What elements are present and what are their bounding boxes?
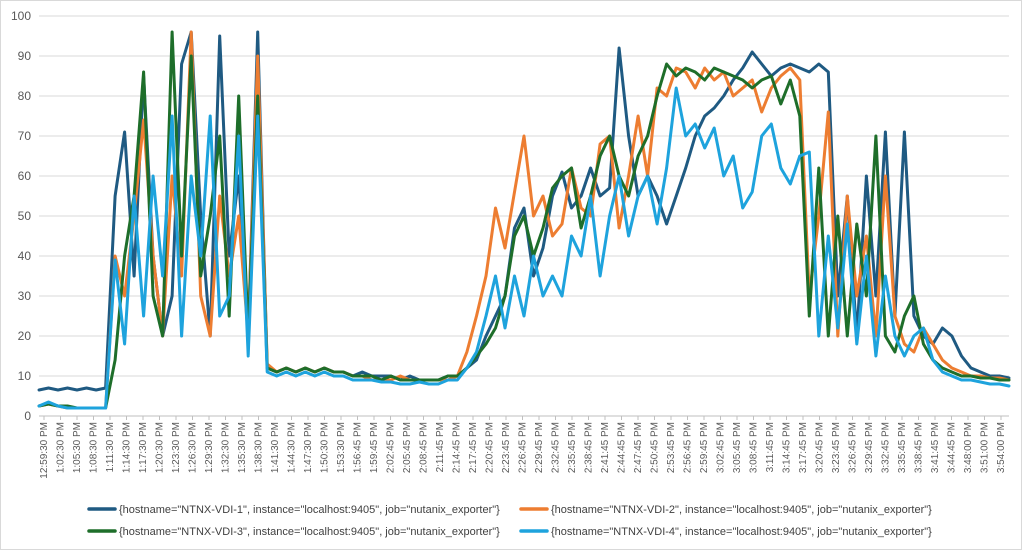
- y-tick-label: 10: [18, 369, 32, 383]
- y-tick-label: 50: [18, 209, 32, 223]
- y-tick-label: 0: [24, 409, 31, 423]
- legend-label-3: {hostname="NTNX-VDI-3", instance="localh…: [119, 526, 500, 538]
- series-line-3: [37, 30, 1011, 410]
- x-tick-label: 1:29:30 PM: [204, 422, 215, 473]
- x-tick-label: 1:17:30 PM: [138, 422, 149, 473]
- x-tick-label: 1:44:30 PM: [287, 422, 298, 473]
- x-tick-label: 2:14:45 PM: [452, 422, 463, 473]
- y-tick-label: 30: [18, 289, 32, 303]
- x-tick-label: 1:02:30 PM: [56, 422, 67, 473]
- legend-label-1: {hostname="NTNX-VDI-1", instance="localh…: [119, 504, 500, 516]
- y-tick-label: 20: [18, 329, 32, 343]
- x-tick-label: 3:29:45 PM: [864, 422, 875, 473]
- x-tick-label: 1:56:45 PM: [353, 422, 364, 473]
- y-tick-label: 100: [11, 9, 31, 23]
- x-tick-label: 3:51:00 PM: [980, 422, 991, 473]
- x-tick-label: 1:38:30 PM: [254, 422, 265, 473]
- x-tick-label: 2:59:45 PM: [699, 422, 710, 473]
- x-tick-label: 2:41:45 PM: [600, 422, 611, 473]
- x-tick-label: 3:11:45 PM: [765, 422, 776, 472]
- x-tick-label: 1:47:30 PM: [303, 422, 314, 473]
- legend: {hostname="NTNX-VDI-1", instance="localh…: [87, 504, 932, 538]
- x-tick-label: 1:08:30 PM: [89, 422, 100, 473]
- x-tick-label: 2:38:45 PM: [584, 422, 595, 473]
- x-tick-label: 2:53:45 PM: [666, 422, 677, 473]
- x-axis-ticks: 12:59:30 PM 1:02:30 PM 1:05:30 PM 1:08:30 P…: [39, 416, 1007, 479]
- x-tick-label: 2:05:45 PM: [402, 422, 413, 473]
- x-tick-label: 3:54:00 PM: [996, 422, 1007, 473]
- x-tick-label: 3:26:45 PM: [848, 422, 859, 473]
- y-tick-label: 90: [18, 49, 32, 63]
- x-tick-label: 2:17:45 PM: [468, 422, 479, 473]
- x-tick-label: 2:08:45 PM: [419, 422, 430, 473]
- x-tick-label: 2:56:45 PM: [683, 422, 694, 473]
- x-tick-label: 2:23:45 PM: [501, 422, 512, 473]
- x-tick-label: 1:26:30 PM: [188, 422, 199, 473]
- x-tick-label: 3:14:45 PM: [782, 422, 793, 473]
- x-tick-label: 1:20:30 PM: [155, 422, 166, 473]
- x-tick-label: 3:44:45 PM: [947, 422, 958, 473]
- x-tick-label: 3:48:00 PM: [963, 422, 974, 473]
- series-lines: [37, 30, 1011, 410]
- x-tick-label: 2:44:45 PM: [617, 422, 628, 473]
- x-tick-label: 2:35:45 PM: [567, 422, 578, 473]
- x-tick-label: 1:53:30 PM: [336, 422, 347, 473]
- x-tick-label: 2:11:45 PM: [435, 422, 446, 472]
- series-line-4: [37, 86, 1011, 410]
- x-tick-label: 3:05:45 PM: [732, 422, 743, 473]
- x-tick-label: 3:35:45 PM: [897, 422, 908, 473]
- x-tick-label: 2:50:45 PM: [650, 422, 661, 473]
- x-tick-label: 3:38:45 PM: [914, 422, 925, 473]
- y-tick-label: 80: [18, 89, 32, 103]
- x-tick-label: 2:26:45 PM: [518, 422, 529, 473]
- y-tick-label: 60: [18, 169, 32, 183]
- legend-label-2: {hostname="NTNX-VDI-2", instance="localh…: [551, 504, 932, 516]
- x-tick-label: 1:41:30 PM: [270, 422, 281, 473]
- x-tick-label: 12:59:30 PM: [39, 422, 50, 479]
- legend-label-4: {hostname="NTNX-VDI-4", instance="localh…: [551, 526, 932, 538]
- x-tick-label: 1:59:45 PM: [369, 422, 380, 473]
- x-tick-label: 3:02:45 PM: [716, 422, 727, 473]
- x-tick-label: 3:41:45 PM: [930, 422, 941, 473]
- series-line-2: [37, 30, 1011, 410]
- x-tick-label: 2:20:45 PM: [485, 422, 496, 473]
- x-tick-label: 2:32:45 PM: [551, 422, 562, 473]
- x-tick-label: 1:50:30 PM: [320, 422, 331, 473]
- x-tick-label: 3:08:45 PM: [749, 422, 760, 473]
- x-tick-label: 2:29:45 PM: [534, 422, 545, 473]
- x-tick-label: 3:20:45 PM: [815, 422, 826, 473]
- y-tick-label: 40: [18, 249, 32, 263]
- x-tick-label: 1:23:30 PM: [171, 422, 182, 473]
- x-tick-label: 1:35:30 PM: [237, 422, 248, 473]
- x-tick-label: 2:02:45 PM: [386, 422, 397, 473]
- x-tick-label: 1:32:30 PM: [221, 422, 232, 473]
- x-tick-label: 1:11:30 PM: [105, 422, 116, 472]
- x-tick-label: 3:32:45 PM: [881, 422, 892, 473]
- y-tick-label: 70: [18, 129, 32, 143]
- x-tick-label: 3:23:45 PM: [831, 422, 842, 473]
- x-tick-label: 1:14:30 PM: [122, 422, 133, 473]
- x-tick-label: 2:47:45 PM: [633, 422, 644, 473]
- x-tick-label: 1:05:30 PM: [72, 422, 83, 473]
- y-axis-ticks: 0 10 20 30 40 50 60 70 80 90 100: [11, 9, 31, 423]
- x-tick-label: 3:17:45 PM: [798, 422, 809, 473]
